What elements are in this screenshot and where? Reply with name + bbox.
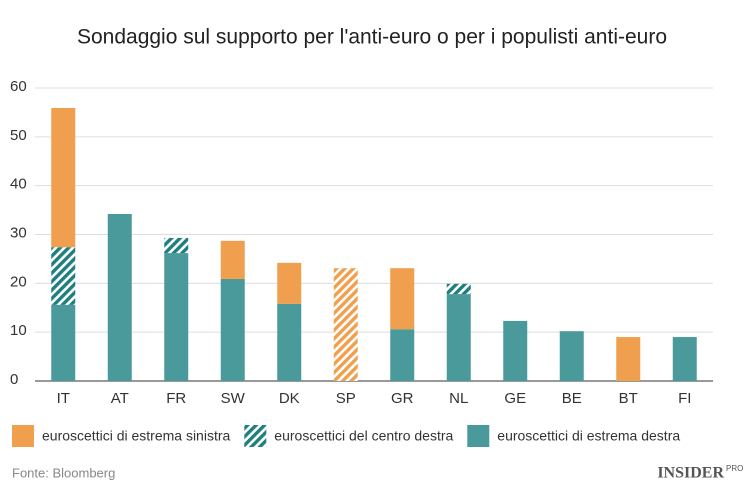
y-tick-label: 60 [10,78,27,95]
x-tick-label: DK [279,390,300,407]
x-tick-label: GR [391,390,414,407]
bar-segment [51,247,76,305]
bar-segment [51,108,76,248]
x-tick-label: AT [111,390,129,407]
x-tick-label: SW [221,390,246,407]
x-tick-label: BT [619,390,638,407]
y-tick-label: 50 [10,127,27,144]
legend-label: euroscettici di estrema destra [497,428,680,444]
y-tick-label: 30 [10,224,27,241]
x-tick-label: BE [562,390,582,407]
bar-segment [277,303,302,381]
bar-segment [503,320,528,381]
legend-label: euroscettici di estrema sinistra [42,428,231,444]
bar-segment [277,262,302,304]
bar-segment [672,337,697,381]
bar-segment [616,337,641,381]
x-tick-label: NL [449,390,468,407]
x-tick-label: FI [678,390,691,407]
bar-segment [220,278,245,381]
bar-segment [220,240,245,279]
legend-swatch [12,425,34,447]
bar-segment [51,304,76,381]
bar-segment [164,237,189,254]
x-tick-label: IT [57,390,70,407]
legend-swatch [244,425,267,447]
bar-segment [390,329,415,381]
bar-segment [446,283,471,295]
bar-segment [559,331,584,381]
x-tick-label: SP [336,390,356,407]
legend-label: euroscettici del centro destra [274,428,453,444]
x-tick-label: GE [504,390,526,407]
y-tick-label: 0 [10,371,18,388]
source: Fonte: Bloomberg [12,465,115,480]
y-tick-label: 40 [10,176,27,193]
y-tick-label: 20 [10,273,27,290]
x-tick-label: FR [166,390,186,407]
chart-title: Sondaggio sul supporto per l'anti-euro o… [77,26,667,49]
bar-segment [333,268,358,381]
logo: INSIDER [657,465,724,482]
bar-segment [107,213,132,381]
bar-segment [390,268,415,330]
bar-segment [446,294,471,381]
y-tick-label: 10 [10,322,27,339]
bar-segment [164,253,189,381]
logo-suffix: PRO [726,464,743,473]
legend-swatch [467,425,490,447]
